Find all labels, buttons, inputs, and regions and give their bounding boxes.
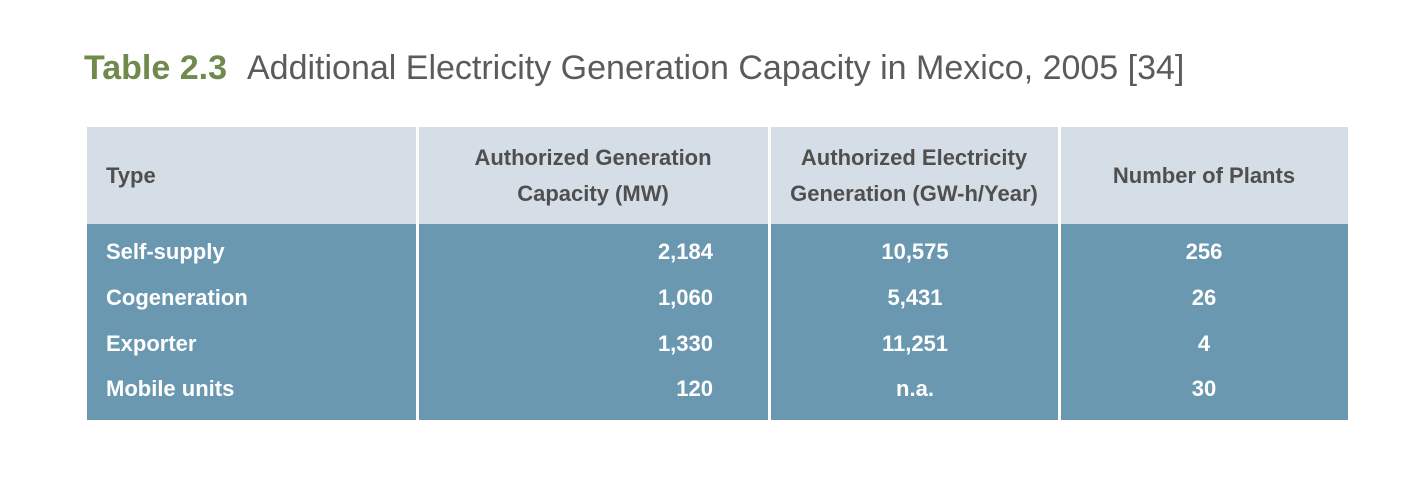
header-generation-line-1: Authorized Electricity (800, 144, 1028, 170)
header-plants: Number of Plants (1060, 127, 1348, 224)
cell-generation: 11,251 (881, 331, 949, 356)
cell-type: Cogeneration (106, 285, 248, 310)
data-table: Type Authorized Generation Capacity (MW)… (87, 127, 1348, 420)
cell-capacity: 1,330 (657, 331, 713, 356)
header-plants-label: Number of Plants (1112, 162, 1296, 188)
cell-type: Mobile units (106, 376, 235, 401)
cell-type: Exporter (106, 331, 197, 356)
cell-generation: 5,431 (887, 285, 943, 310)
column-divider (1058, 127, 1061, 420)
table-number: Table 2.3 (84, 49, 227, 87)
header-type: Type (87, 127, 416, 224)
cell-generation: n.a. (896, 376, 934, 401)
header-capacity-line-1: Authorized Generation (474, 144, 712, 170)
header-capacity: Authorized Generation Capacity (MW) (418, 127, 768, 224)
cell-capacity: 1,060 (657, 285, 713, 310)
column-divider (768, 127, 771, 420)
table-caption: Table 2.3 Additional Electricity Generati… (84, 47, 1184, 89)
header-capacity-line-2: Capacity (MW) (517, 180, 669, 206)
cell-plants: 26 (1191, 285, 1217, 310)
cell-type: Self-supply (106, 239, 225, 264)
column-divider (416, 127, 419, 420)
table-body: Self-supply 2,184 10,575 256 Cogeneratio… (87, 224, 1348, 420)
cell-capacity: 2,184 (657, 239, 713, 264)
table-title: Additional Electricity Generation Capaci… (247, 49, 1185, 87)
cell-capacity: 120 (676, 376, 713, 401)
cell-plants: 30 (1191, 376, 1217, 401)
header-generation-line-2: Generation (GW-h/Year) (790, 180, 1038, 206)
cell-plants: 256 (1185, 239, 1223, 264)
cell-generation: 10,575 (881, 239, 949, 264)
header-type-label: Type (106, 162, 156, 188)
cell-plants: 4 (1197, 331, 1211, 356)
table-header-row: Type Authorized Generation Capacity (MW)… (87, 127, 1348, 224)
header-generation: Authorized Electricity Generation (GW-h/… (770, 127, 1058, 224)
